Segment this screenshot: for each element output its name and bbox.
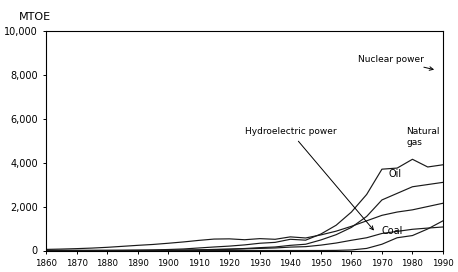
Text: Coal: Coal xyxy=(382,226,403,236)
Text: Nuclear power: Nuclear power xyxy=(358,55,433,70)
Text: Oil: Oil xyxy=(388,169,401,179)
Text: MTOE: MTOE xyxy=(18,12,50,22)
Text: Hydroelectric power: Hydroelectric power xyxy=(245,127,373,230)
Text: Natural
gas: Natural gas xyxy=(406,127,440,147)
